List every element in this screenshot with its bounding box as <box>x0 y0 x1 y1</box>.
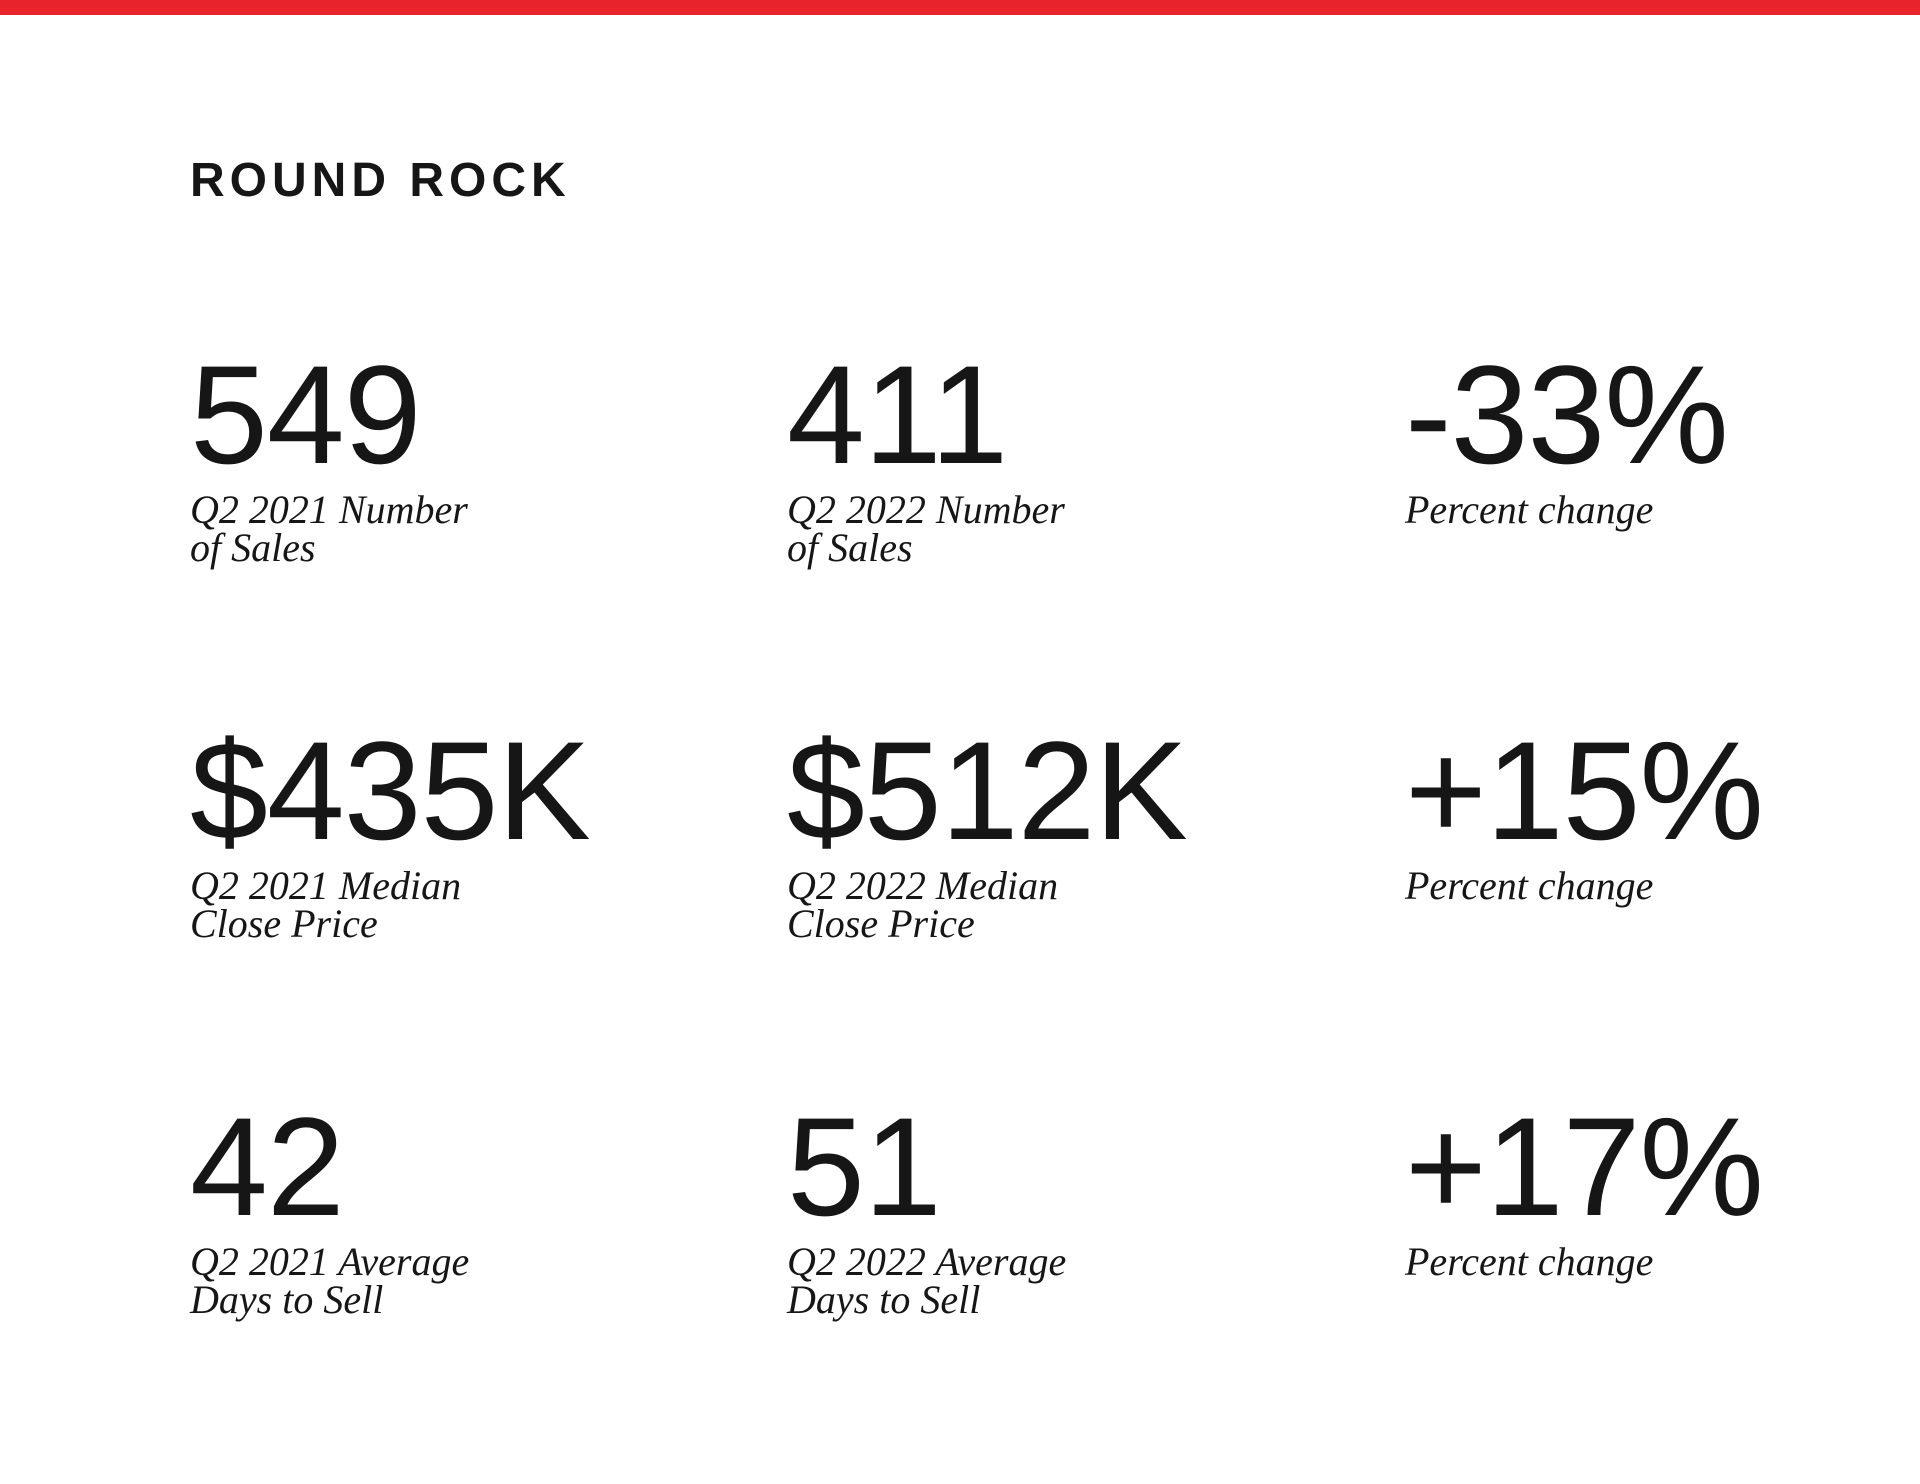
stat-value: 411 <box>787 336 1008 493</box>
stat-value: 51 <box>787 1088 942 1245</box>
round-rock-stats-page: ROUND ROCK 549 Q2 2021 Number of Sales 4… <box>0 151 1920 1322</box>
stat-value: +15% <box>1405 712 1764 869</box>
stat-value: 42 <box>190 1088 345 1245</box>
stat-label: Percent change <box>1405 863 1860 908</box>
stat-label: Q2 2022 Median Close Price <box>787 863 1405 946</box>
stat-q2-2021-median-close-price: $435K Q2 2021 Median Close Price <box>190 712 787 946</box>
stat-days-percent-change: +17% Percent change <box>1405 1097 1860 1319</box>
stat-label-line: Days to Sell <box>787 1277 981 1322</box>
page-title: ROUND ROCK <box>190 154 571 207</box>
stat-label-line: Q2 2021 Number <box>190 487 468 532</box>
stat-label-line: Days to Sell <box>190 1277 384 1322</box>
stat-label-line: Q2 2021 Median <box>190 863 462 908</box>
stat-q2-2021-average-days-to-sell: 42 Q2 2021 Average Days to Sell <box>190 1088 787 1322</box>
stat-label-line: Q2 2022 Median <box>787 863 1059 908</box>
stat-label-line: of Sales <box>190 525 316 570</box>
stat-label-line: Q2 2022 Number <box>787 487 1065 532</box>
stat-label: Q2 2021 Number of Sales <box>190 487 787 570</box>
stat-value: $435K <box>190 712 591 869</box>
stat-q2-2022-number-of-sales: 411 Q2 2022 Number of Sales <box>787 336 1405 570</box>
stat-value: $512K <box>787 712 1188 869</box>
stat-label-line: Percent change <box>1405 863 1654 908</box>
stat-q2-2022-average-days-to-sell: 51 Q2 2022 Average Days to Sell <box>787 1088 1405 1322</box>
stat-label: Q2 2021 Average Days to Sell <box>190 1239 787 1322</box>
stat-price-percent-change: +15% Percent change <box>1405 721 1860 943</box>
top-accent-bar <box>0 0 1920 15</box>
stat-label-line: Close Price <box>190 901 378 946</box>
stat-value: -33% <box>1405 336 1729 493</box>
stat-label: Q2 2022 Average Days to Sell <box>787 1239 1405 1322</box>
stat-label: Percent change <box>1405 487 1860 532</box>
stat-label-line: of Sales <box>787 525 913 570</box>
stats-grid: 549 Q2 2021 Number of Sales 411 Q2 2022 … <box>190 336 1860 1322</box>
stat-value: 549 <box>190 336 422 493</box>
stat-label-line: Q2 2022 Average <box>787 1239 1067 1284</box>
stat-label-line: Close Price <box>787 901 975 946</box>
stat-label-line: Q2 2021 Average <box>190 1239 470 1284</box>
stat-label: Percent change <box>1405 1239 1860 1284</box>
stat-label-line: Percent change <box>1405 487 1654 532</box>
stat-sales-percent-change: -33% Percent change <box>1405 345 1860 567</box>
stat-label: Q2 2021 Median Close Price <box>190 863 787 946</box>
stat-label-line: Percent change <box>1405 1239 1654 1284</box>
stat-q2-2022-median-close-price: $512K Q2 2022 Median Close Price <box>787 712 1405 946</box>
stat-value: +17% <box>1405 1088 1764 1245</box>
stat-q2-2021-number-of-sales: 549 Q2 2021 Number of Sales <box>190 336 787 570</box>
stat-label: Q2 2022 Number of Sales <box>787 487 1405 570</box>
